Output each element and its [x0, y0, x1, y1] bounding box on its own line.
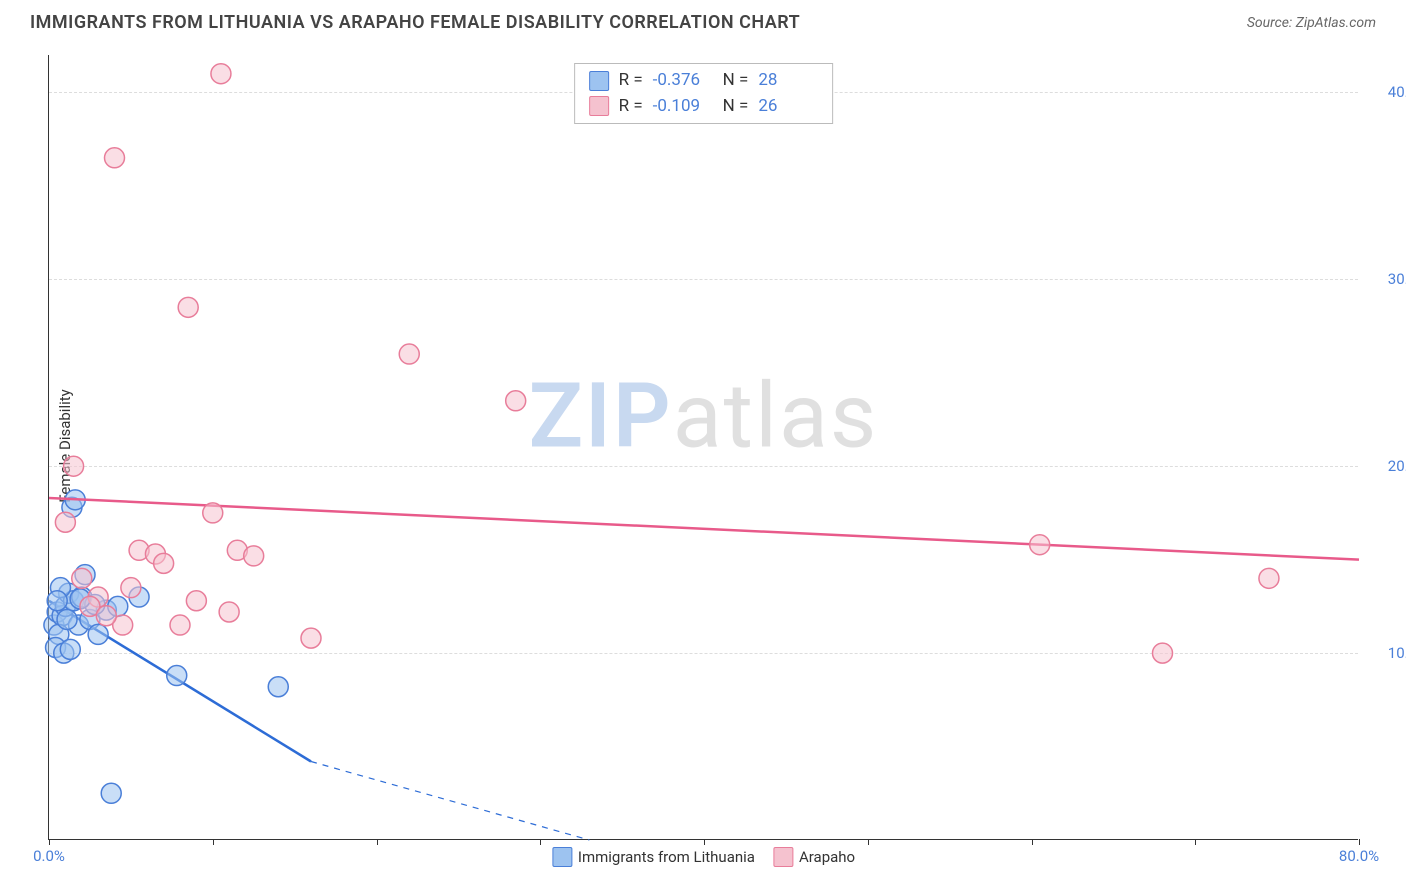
scatter-point — [96, 606, 116, 626]
scatter-svg — [49, 55, 1358, 839]
legend-label: Immigrants from Lithuania — [578, 848, 755, 866]
n-label: N = — [723, 94, 749, 120]
n-label: N = — [723, 68, 749, 94]
x-tick-label: 80.0% — [1339, 847, 1379, 865]
scatter-point — [1259, 568, 1279, 588]
r-value: -0.376 — [653, 68, 713, 94]
y-tick-label: 40.0% — [1368, 83, 1406, 101]
legend-swatch — [773, 847, 793, 867]
scatter-point — [47, 591, 67, 611]
x-tick — [868, 839, 869, 845]
scatter-point — [219, 602, 239, 622]
scatter-point — [301, 628, 321, 648]
x-tick — [49, 839, 50, 845]
scatter-point — [1153, 643, 1173, 663]
scatter-point — [1030, 535, 1050, 555]
legend-item: Arapaho — [773, 847, 855, 867]
scatter-point — [506, 391, 526, 411]
scatter-point — [101, 783, 121, 803]
scatter-point — [167, 666, 187, 686]
plot-area: ZIPatlas R =-0.376N =28R =-0.109N =26 Im… — [48, 55, 1358, 840]
n-value: 28 — [758, 68, 818, 94]
x-tick-label: 0.0% — [33, 847, 65, 865]
x-tick — [540, 839, 541, 845]
x-tick — [1195, 839, 1196, 845]
scatter-point — [211, 64, 231, 84]
chart-header: IMMIGRANTS FROM LITHUANIA VS ARAPAHO FEM… — [0, 0, 1406, 37]
x-tick — [704, 839, 705, 845]
scatter-point — [203, 503, 223, 523]
r-label: R = — [619, 94, 643, 120]
legend-swatch — [552, 847, 572, 867]
bottom-legend: Immigrants from Lithuania Arapaho — [552, 847, 855, 867]
source-attribution: Source: ZipAtlas.com — [1247, 15, 1376, 31]
n-value: 26 — [758, 94, 818, 120]
x-tick — [377, 839, 378, 845]
chart-title: IMMIGRANTS FROM LITHUANIA VS ARAPAHO FEM… — [30, 12, 800, 33]
x-tick — [1359, 839, 1360, 845]
legend-swatch — [589, 96, 609, 116]
r-label: R = — [619, 68, 643, 94]
scatter-point — [55, 512, 75, 532]
x-tick — [1032, 839, 1033, 845]
scatter-point — [121, 578, 141, 598]
scatter-point — [57, 609, 77, 629]
r-value: -0.109 — [653, 94, 713, 120]
legend-item: Immigrants from Lithuania — [552, 847, 755, 867]
scatter-point — [60, 639, 80, 659]
stats-legend-box: R = -0.376 N = 28 R = -0.109 N = 26 — [574, 63, 834, 124]
x-tick — [213, 839, 214, 845]
scatter-point — [154, 553, 174, 573]
scatter-point — [186, 591, 206, 611]
legend-swatch — [589, 71, 609, 91]
scatter-point — [105, 148, 125, 168]
scatter-point — [72, 568, 92, 588]
y-tick-label: 20.0% — [1368, 457, 1406, 475]
y-tick-label: 10.0% — [1368, 644, 1406, 662]
stats-row: R = -0.109 N = 26 — [589, 94, 819, 120]
y-tick-label: 30.0% — [1368, 270, 1406, 288]
scatter-point — [178, 297, 198, 317]
legend-label: Arapaho — [799, 848, 855, 866]
scatter-point — [170, 615, 190, 635]
scatter-point — [64, 456, 84, 476]
scatter-point — [399, 344, 419, 364]
scatter-point — [268, 677, 288, 697]
stats-row: R = -0.376 N = 28 — [589, 68, 819, 94]
regression-extrapolation — [311, 762, 589, 841]
scatter-point — [244, 546, 264, 566]
scatter-point — [88, 624, 108, 644]
